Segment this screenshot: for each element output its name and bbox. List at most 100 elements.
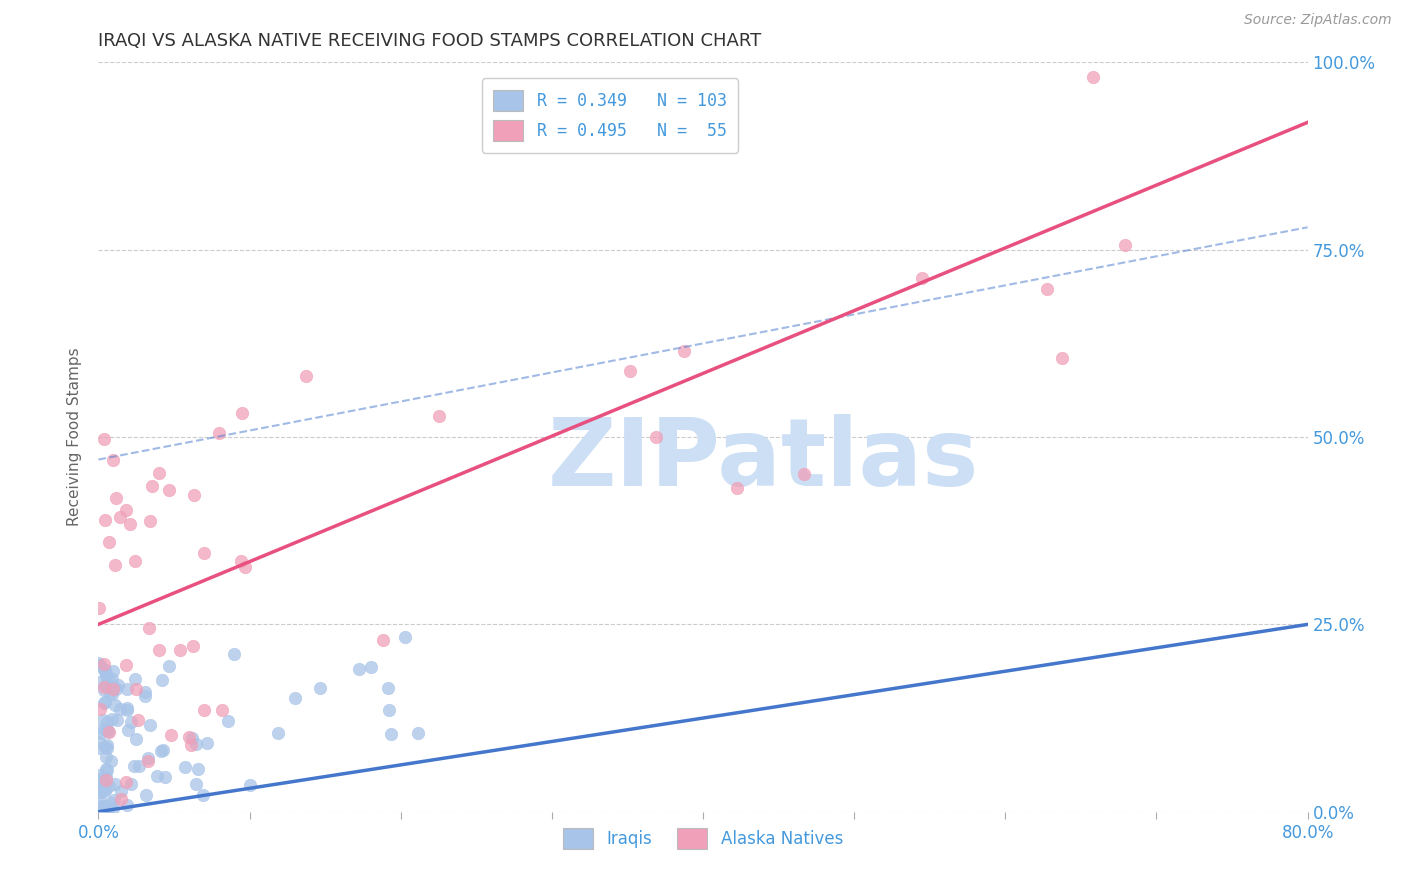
Point (107, 678, 129, 692)
Point (122, 759, 145, 773)
Point (104, 698, 127, 713)
Point (101, 672, 124, 686)
Point (94, 663, 117, 677)
Point (91, 770, 114, 784)
Point (181, 639, 204, 653)
Point (103, 793, 125, 807)
Point (100, 754, 122, 768)
Point (120, 714, 142, 729)
Point (146, 769, 169, 783)
Point (115, 797, 138, 812)
Point (141, 479, 163, 493)
Point (101, 681, 124, 696)
Point (94, 667, 117, 681)
Point (93, 696, 115, 710)
Point (239, 778, 262, 792)
Point (90, 799, 112, 814)
Point (101, 452, 124, 467)
Point (125, 731, 148, 746)
Point (94, 667, 117, 681)
Point (394, 631, 416, 645)
Point (110, 702, 132, 716)
Point (90, 801, 112, 815)
Point (89, 740, 111, 755)
Point (89, 768, 111, 782)
Point (193, 546, 215, 560)
Point (94, 695, 117, 709)
Point (231, 406, 253, 420)
Point (267, 726, 290, 740)
Point (96, 715, 118, 730)
Point (645, 430, 668, 444)
Point (793, 467, 815, 482)
Point (115, 658, 138, 673)
Point (309, 681, 332, 695)
Point (96, 763, 118, 777)
Point (725, 481, 748, 495)
Point (93, 657, 115, 671)
Point (93, 803, 115, 817)
Point (217, 714, 239, 729)
Point (93, 779, 115, 793)
Point (117, 723, 139, 738)
Point (94, 770, 117, 784)
Point (127, 713, 149, 727)
Point (183, 487, 205, 501)
Point (377, 703, 399, 717)
Point (98, 725, 121, 739)
Point (108, 509, 131, 524)
Point (149, 744, 172, 758)
Point (101, 712, 124, 726)
Point (98, 686, 121, 700)
Point (911, 271, 934, 285)
Point (169, 643, 191, 657)
Point (93, 681, 115, 695)
Point (360, 660, 382, 674)
Point (179, 730, 201, 744)
Point (373, 632, 395, 647)
Point (89, 702, 111, 716)
Point (97, 803, 120, 817)
Point (136, 754, 159, 768)
Point (104, 777, 127, 791)
Text: Source: ZipAtlas.com: Source: ZipAtlas.com (1244, 13, 1392, 28)
Point (89, 658, 111, 673)
Point (120, 777, 142, 791)
Point (136, 751, 159, 765)
Point (105, 681, 128, 696)
Point (138, 621, 160, 635)
Point (97, 535, 120, 549)
Point (181, 731, 204, 745)
Point (93, 683, 115, 698)
Point (157, 483, 180, 498)
Point (104, 558, 127, 572)
Point (295, 368, 318, 383)
Point (101, 688, 124, 702)
Point (90, 784, 112, 798)
Point (174, 759, 197, 773)
Point (103, 801, 125, 815)
Point (91, 722, 114, 736)
Point (148, 642, 170, 657)
Point (93, 663, 115, 677)
Point (100, 797, 122, 811)
Point (89, 785, 111, 799)
Point (377, 681, 399, 696)
Point (104, 491, 127, 506)
Point (160, 728, 183, 742)
Point (1083, 70, 1105, 85)
Point (89, 735, 111, 749)
Point (94, 781, 117, 796)
Point (347, 662, 370, 676)
Point (87, 674, 110, 689)
Legend: Iraqis, Alaska Natives: Iraqis, Alaska Natives (557, 822, 849, 855)
Point (187, 762, 209, 776)
Point (87, 656, 110, 670)
Point (94, 762, 117, 776)
Point (97, 779, 120, 793)
Point (1114, 238, 1136, 252)
Point (115, 775, 138, 789)
Point (406, 725, 429, 739)
Point (180, 738, 202, 752)
Point (380, 727, 402, 741)
